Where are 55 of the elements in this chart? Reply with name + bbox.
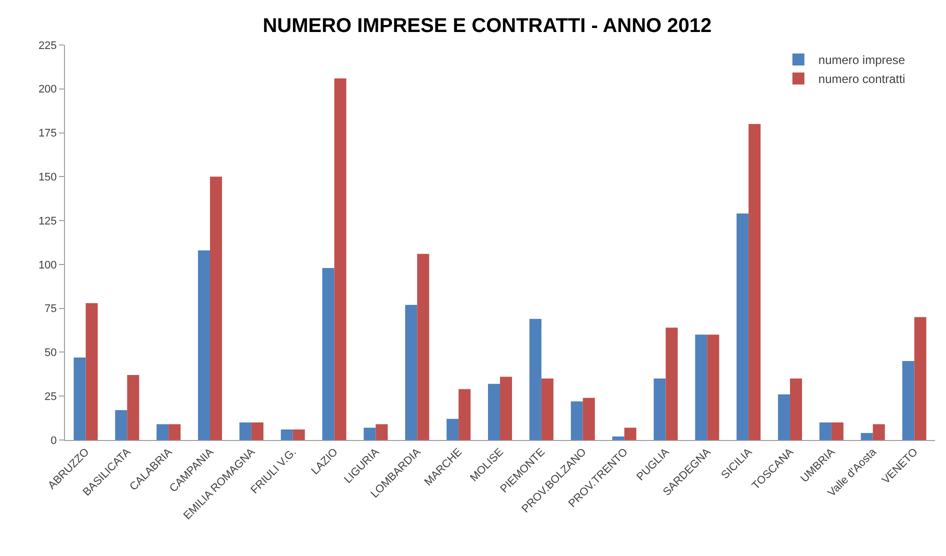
y-tick-label: 25 [44, 390, 57, 403]
bar [748, 124, 761, 440]
bar [624, 428, 636, 440]
bar [156, 424, 169, 440]
y-tick-label: 125 [38, 215, 57, 228]
bar [86, 303, 98, 440]
bar [458, 389, 471, 440]
legend-label: numero contratti [818, 72, 906, 86]
bar [500, 376, 512, 440]
bar [529, 318, 542, 440]
bar [334, 78, 346, 440]
bar [446, 418, 459, 440]
y-tick-label: 150 [38, 172, 57, 184]
bar [582, 398, 595, 440]
bar [790, 378, 802, 440]
bar [654, 378, 666, 440]
bar [872, 424, 885, 440]
bar [292, 429, 305, 440]
bar [74, 357, 86, 440]
y-tick-label: 175 [38, 128, 57, 140]
bar [736, 214, 749, 440]
y-tick-label: 100 [38, 259, 57, 272]
bar [322, 268, 334, 440]
bar [251, 422, 264, 440]
bar [695, 334, 708, 440]
chart-title: NUMERO IMPRESE E CONTRATTI - ANNO 2012 [262, 15, 712, 38]
bar [570, 401, 583, 440]
y-tick-label: 50 [44, 347, 57, 360]
y-tick-label: 75 [44, 303, 57, 316]
bar [280, 429, 293, 440]
bar [239, 422, 252, 440]
bar [115, 410, 128, 440]
y-tick-label: 200 [38, 84, 57, 96]
bar [417, 254, 430, 440]
bar [198, 250, 210, 440]
bar [778, 394, 790, 440]
bar [168, 424, 181, 440]
bar [210, 176, 222, 440]
bar [707, 334, 720, 440]
bar [364, 428, 376, 440]
bar [541, 378, 554, 440]
bar [405, 304, 418, 440]
bar [902, 361, 914, 440]
bar [612, 436, 624, 440]
bar [831, 422, 844, 440]
bar [914, 317, 926, 440]
bar [127, 375, 140, 440]
bar [860, 432, 873, 440]
bar [666, 328, 678, 440]
y-tick-label: 0 [50, 434, 57, 447]
bar [376, 424, 388, 440]
legend-label: numero imprese [818, 53, 906, 68]
bar [488, 384, 500, 440]
bar [819, 422, 832, 440]
y-tick-label: 225 [38, 40, 57, 52]
